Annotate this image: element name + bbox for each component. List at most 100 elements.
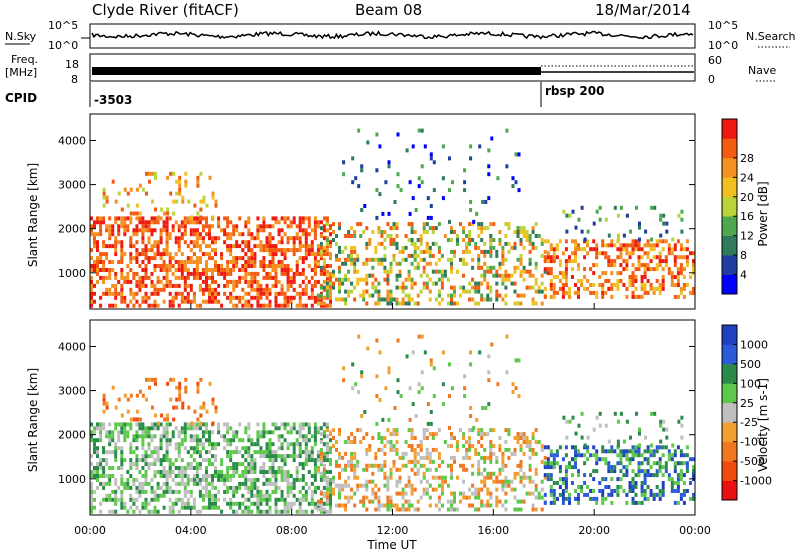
- heatmap-cell: [214, 264, 217, 268]
- heatmap-cell: [601, 489, 605, 493]
- heatmap-cell: [335, 241, 338, 246]
- heatmap-cell: [174, 236, 178, 241]
- heatmap-cell: [628, 255, 632, 260]
- heatmap-cell: [325, 285, 329, 290]
- heatmap-cell: [564, 263, 568, 268]
- heatmap-cell: [574, 255, 577, 260]
- heatmap-cell: [310, 474, 314, 478]
- heatmap-cell: [262, 287, 266, 292]
- heatmap-cell: [283, 291, 287, 296]
- heatmap-cell: [387, 417, 391, 422]
- heatmap-cell: [292, 458, 296, 463]
- heatmap-cell: [378, 398, 382, 403]
- heatmap-cell: [440, 277, 444, 282]
- noise-frame: [89, 23, 696, 49]
- heatmap-cell: [135, 291, 139, 296]
- heatmap-cell: [286, 493, 290, 498]
- heatmap-cell: [652, 247, 656, 252]
- heatmap-cell: [211, 275, 214, 280]
- heatmap-cell: [102, 409, 106, 414]
- heatmap-cell: [177, 244, 181, 249]
- heatmap-cell: [413, 487, 417, 492]
- heatmap-cell: [383, 277, 387, 282]
- heatmap-cell: [90, 501, 93, 506]
- heatmap-cell: [129, 442, 133, 447]
- heatmap-cell: [583, 247, 587, 252]
- heatmap-cell: [325, 428, 329, 433]
- heatmap-cell: [232, 470, 236, 474]
- heatmap-cell: [643, 457, 647, 462]
- heatmap-cell: [192, 426, 196, 431]
- heatmap-cell: [516, 499, 520, 504]
- heatmap-cell: [99, 466, 103, 470]
- heatmap-cell: [622, 247, 626, 252]
- heatmap-cell: [504, 491, 508, 496]
- heatmap-cell: [111, 434, 115, 439]
- heatmap-cell: [495, 495, 499, 500]
- heatmap-cell: [198, 244, 202, 249]
- heatmap-cell: [680, 435, 684, 440]
- heatmap-cell: [310, 458, 314, 463]
- heatmap-cell: [241, 303, 245, 308]
- heatmap-cell: [586, 449, 590, 454]
- heatmap-cell: [117, 485, 121, 490]
- heatmap-cell: [150, 477, 154, 482]
- heatmap-cell: [360, 414, 364, 418]
- heatmap-cell: [350, 289, 354, 294]
- heatmap-cell: [565, 419, 569, 424]
- heatmap-cell: [129, 268, 133, 272]
- heatmap-cell: [419, 234, 423, 238]
- heatmap-cell: [386, 487, 390, 492]
- heatmap-cell: [159, 256, 163, 261]
- heatmap-cell: [673, 263, 677, 268]
- heatmap-cell: [661, 465, 665, 470]
- heatmap-cell: [377, 289, 381, 294]
- heatmap-cell: [501, 459, 505, 464]
- heatmap-cell: [298, 299, 302, 304]
- heatmap-cell: [341, 455, 345, 460]
- heatmap-cell: [96, 220, 99, 225]
- heatmap-cell: [229, 477, 233, 482]
- heatmap-cell: [195, 442, 199, 447]
- heatmap-cell: [350, 249, 354, 254]
- heatmap-cell: [168, 442, 172, 447]
- heatmap-cell: [431, 281, 435, 286]
- heatmap-cell: [492, 471, 496, 476]
- heatmap-cell: [420, 386, 424, 391]
- heatmap-cell: [483, 479, 487, 484]
- heatmap-cell: [232, 260, 236, 264]
- heatmap-cell: [365, 226, 369, 231]
- heatmap-cell: [183, 481, 187, 486]
- heatmap-cell: [625, 213, 629, 218]
- heatmap-cell: [256, 485, 260, 490]
- heatmap-cell: [198, 509, 202, 514]
- heatmap-cell: [154, 207, 157, 212]
- heatmap-cell: [268, 450, 272, 455]
- heatmap-cell: [102, 426, 106, 431]
- heatmap-cell: [274, 244, 278, 249]
- heatmap-cell: [144, 283, 148, 288]
- heatmap-cell: [144, 477, 148, 482]
- heatmap-cell: [574, 259, 577, 264]
- heatmap-cell: [564, 485, 568, 489]
- heatmap-cell: [322, 224, 326, 229]
- heatmap-cell: [268, 470, 272, 474]
- heatmap-cell: [519, 463, 523, 468]
- heatmap-cell: [519, 507, 523, 512]
- heatmap-cell: [519, 226, 523, 231]
- heatmap-cell: [574, 496, 577, 501]
- heatmap-cell: [313, 426, 317, 431]
- heatmap-cell: [474, 487, 478, 492]
- heatmap-cell: [389, 241, 393, 246]
- heatmap-cell: [498, 261, 502, 266]
- heatmap-cell: [247, 303, 251, 308]
- heatmap-cell: [96, 256, 99, 261]
- heatmap-cell: [643, 477, 647, 482]
- heatmap-cell: [313, 236, 317, 241]
- heatmap-cell: [501, 277, 505, 282]
- heatmap-cell: [289, 501, 293, 506]
- heatmap-cell: [511, 382, 515, 387]
- heatmap-cell: [247, 438, 251, 443]
- heatmap-cell: [489, 269, 493, 274]
- heatmap-cell: [643, 290, 647, 295]
